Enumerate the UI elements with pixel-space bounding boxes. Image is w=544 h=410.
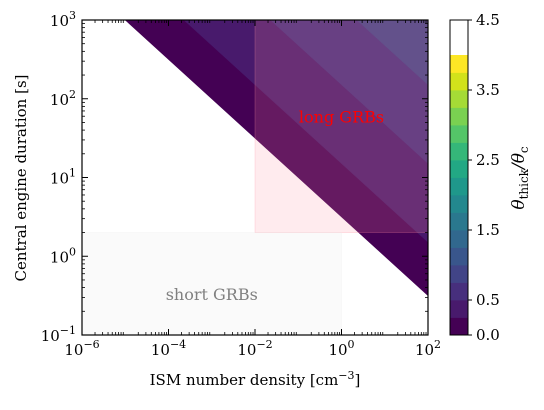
- colorbar-frame: [449, 19, 469, 336]
- x-axis-ticks: 10−6 10−4 10−2 100 102: [64, 20, 441, 359]
- region-long-grbs: [254, 20, 428, 233]
- contour-band-2: [270, 20, 428, 164]
- colorbar-tick-label-5: 4.5: [476, 11, 500, 29]
- contour-band-3: [356, 20, 428, 86]
- region-label-short-grbs: short GRBs: [166, 285, 258, 304]
- x-axis-label: ISM number density [cm−3]: [150, 369, 361, 389]
- contour-band-0: [124, 20, 428, 297]
- colorbar-tick-label-2: 1.5: [476, 221, 500, 239]
- colorbar-band-11: [450, 125, 468, 143]
- y-tick-label-0: 10−1: [41, 324, 76, 345]
- region-short-grbs: [82, 232, 342, 335]
- y-tick-label-2: 101: [50, 167, 76, 188]
- colorbar-band-9: [450, 160, 468, 178]
- colorbar-band-3: [450, 265, 468, 283]
- y-tick-label-1: 100: [50, 245, 76, 266]
- y-tick-label-3: 102: [50, 88, 76, 109]
- contour-band-4: [82, 0, 428, 6]
- grb-regions: [82, 20, 428, 335]
- y-tick-label-4: 103: [50, 9, 76, 30]
- x-tick-label-0: 10−6: [64, 338, 99, 359]
- colorbar-band-4: [450, 247, 468, 266]
- colorbar-ticks: 0.0 0.5 1.5 2.5 3.5 4.5: [468, 11, 500, 344]
- colorbar-band-2: [450, 282, 468, 301]
- y-axis-ticks: 10−1 100 101 102 103: [41, 9, 428, 345]
- x-tick-label-4: 102: [415, 338, 441, 359]
- colorbar-band-7: [450, 195, 468, 213]
- colorbar-band-8: [450, 177, 468, 196]
- colorbar-band-13: [450, 90, 468, 108]
- colorbar-tick-label-3: 2.5: [476, 151, 500, 169]
- region-label-long-grbs: long GRBs: [299, 107, 384, 126]
- colorbar-band-5: [450, 230, 468, 248]
- colorbar-band-0: [450, 317, 468, 336]
- colorbar-band-1: [450, 300, 468, 318]
- contour-field: [82, 0, 428, 297]
- y-axis-label: Central engine duration [s]: [12, 74, 30, 281]
- colorbar-label: θthick/θc: [509, 146, 531, 210]
- colorbar-band-15: [450, 55, 468, 73]
- x-tick-label-1: 10−4: [151, 338, 186, 359]
- colorbar-band-10: [450, 142, 468, 161]
- x-tick-label-3: 100: [328, 338, 354, 359]
- colorbar-band-6: [450, 212, 468, 231]
- colorbar-band-12: [450, 107, 468, 126]
- colorbar-tick-label-1: 0.5: [476, 291, 500, 309]
- x-tick-label-2: 10−2: [237, 338, 272, 359]
- colorbar-tick-label-4: 3.5: [476, 81, 500, 99]
- colorbar-band-14: [450, 72, 468, 91]
- colorbar-tick-label-0: 0.0: [476, 326, 500, 344]
- colorbar: [450, 55, 468, 336]
- contour-band-1: [183, 20, 428, 243]
